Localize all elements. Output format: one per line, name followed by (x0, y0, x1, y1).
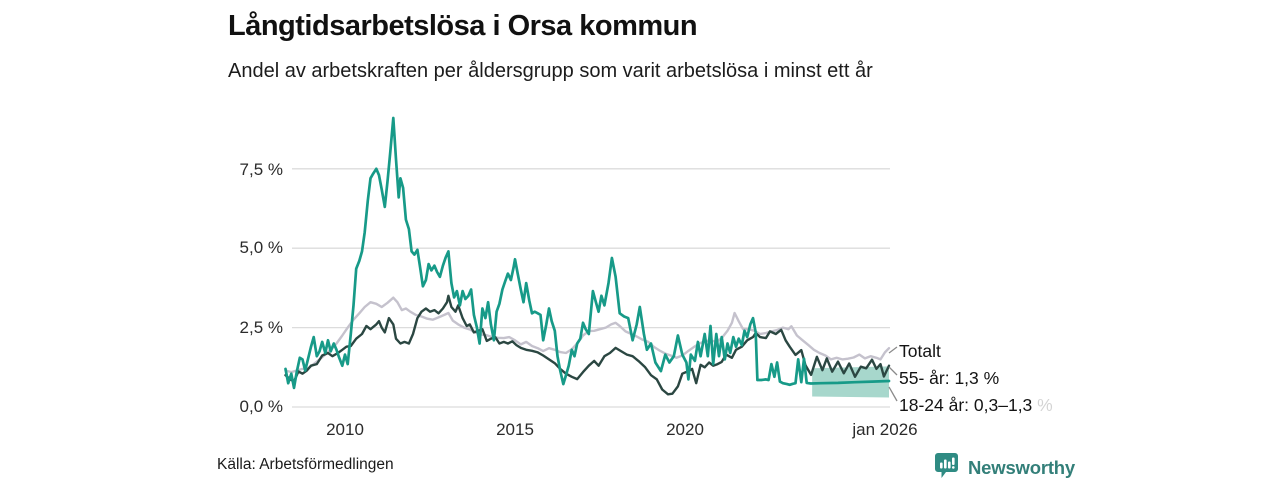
label-leader-lines (888, 346, 898, 402)
newsworthy-brand: Newsworthy (934, 452, 1075, 484)
y-tick-2-5: 2,5 % (239, 318, 283, 337)
faint-percent-suffix: % (1037, 395, 1053, 415)
x-tick-2015: 2015 (496, 420, 534, 439)
x-tick-2010: 2010 (326, 420, 364, 439)
gridlines (292, 168, 890, 408)
y-tick-0-0: 0,0 % (239, 397, 283, 416)
series-lines (284, 116, 891, 396)
newsworthy-wordmark: Newsworthy (968, 457, 1075, 478)
page-subtitle: Andel av arbetskraften per åldersgrupp s… (228, 60, 873, 82)
newsworthy-logo-icon (934, 452, 961, 484)
y-tick-5-0: 5,0 % (239, 238, 283, 257)
series-label-totalt: Totalt (899, 341, 941, 361)
page-title: Långtidsarbetslösa i Orsa kommun (228, 10, 698, 42)
x-tick-jan-2026: jan 2026 (852, 420, 918, 439)
x-tick-2020: 2020 (666, 420, 704, 439)
y-tick-7-5: 7,5 % (239, 160, 283, 179)
source-note: Källa: Arbetsförmedlingen (217, 456, 394, 473)
series-label-55-ar: 55- år: 1,3 % (899, 368, 1000, 388)
series-label-18-24-ar: 18-24 år: 0,3–1,3 % (899, 395, 1053, 415)
